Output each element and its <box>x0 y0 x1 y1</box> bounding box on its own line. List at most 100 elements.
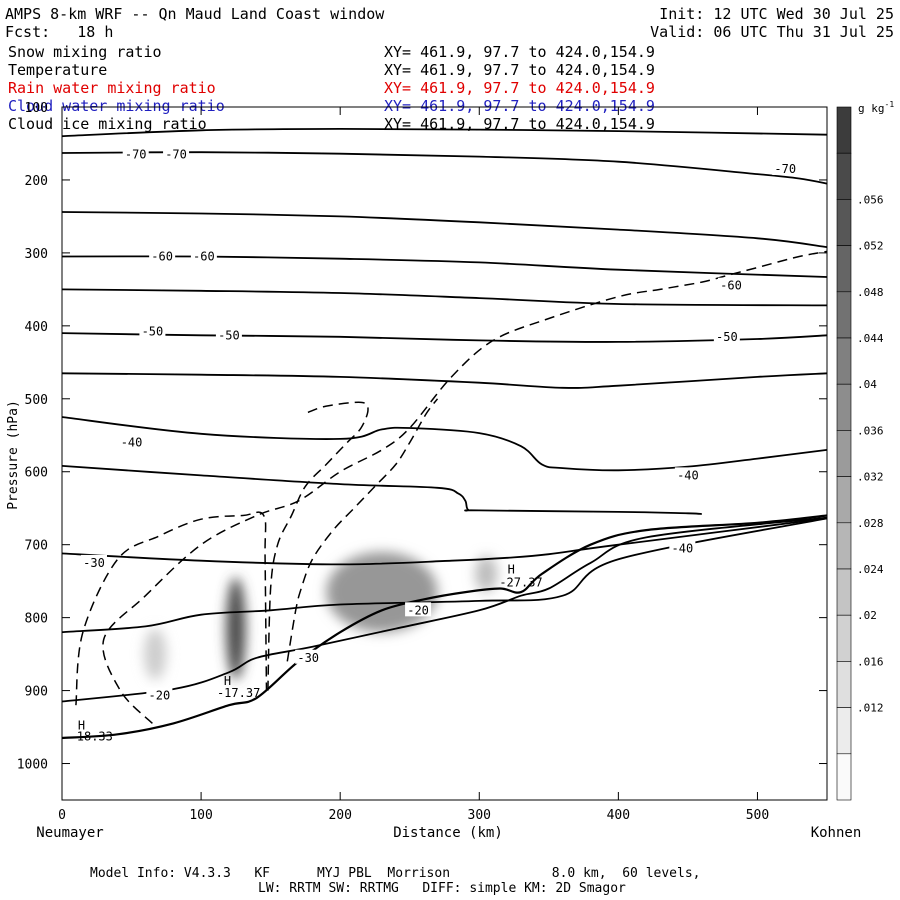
colorbar-swatch <box>836 199 852 246</box>
colorbar-swatch <box>836 476 852 524</box>
colorbar-tick-label: .016 <box>857 655 884 668</box>
snow-shade-blob <box>144 628 167 680</box>
colorbar-tick-label: .032 <box>857 471 884 484</box>
contour-label-bg <box>80 554 107 569</box>
legend-cloud-water: Cloud water mixing ratio <box>8 97 225 115</box>
x-tick-label: 400 <box>607 808 630 823</box>
temperature-contour-label: -30 <box>297 651 319 665</box>
isotherm-line <box>61 416 828 472</box>
legend-temperature-xy: XY= 461.9, 97.7 to 424.0,154.9 <box>384 61 655 79</box>
colorbar-swatch <box>836 753 852 801</box>
legend-cloud-ice: Cloud ice mixing ratio <box>8 115 207 133</box>
model-info-line1: Model Info: V4.3.3 KF MYJ PBL Morrison 8… <box>90 866 701 881</box>
colorbar-tick-label: .024 <box>857 563 884 576</box>
colorbar-tick-label: .056 <box>857 193 884 206</box>
temperature-contour-label: -60 <box>151 250 173 264</box>
valid-time: Valid: 06 UTC Thu 31 Jul 25 <box>650 23 894 41</box>
y-tick-label: 500 <box>25 393 48 408</box>
x-axis-label: Distance (km) <box>393 825 503 841</box>
legend-snow: Snow mixing ratio <box>8 43 162 61</box>
x-tick-label: 300 <box>468 808 491 823</box>
colorbar-tick-label: .036 <box>857 424 884 437</box>
contour-label-bg <box>405 602 432 617</box>
model-info-line2: LW: RRTM SW: RRTMG DIFF: simple KM: 2D S… <box>258 881 626 896</box>
extremum-value: -17.37 <box>217 686 260 700</box>
isotherm-line <box>61 465 702 515</box>
colorbar-swatch <box>836 568 852 616</box>
temperature-contour-label: -30 <box>83 556 105 570</box>
plot-frame <box>61 106 828 801</box>
cloud-ice-contour <box>102 250 828 724</box>
y-tick-label: 900 <box>25 685 48 700</box>
terrain-line <box>61 514 828 740</box>
cloud-ice-contour <box>286 398 439 662</box>
extremum-marker: H <box>78 719 85 733</box>
colorbar-swatch <box>836 152 852 200</box>
temperature-contour-label: -20 <box>407 603 429 617</box>
colorbar-unit: g kg-1 <box>858 100 894 115</box>
contour-label-bg <box>674 467 701 482</box>
temperature-contour-label: -60 <box>720 279 742 293</box>
colorbar-swatch <box>836 522 852 570</box>
legend-cloud-ice-xy: XY= 461.9, 97.7 to 424.0,154.9 <box>384 115 655 133</box>
contour-label-bg <box>190 248 217 263</box>
snow-shade-blob <box>475 555 498 593</box>
contour-label-bg <box>295 649 322 664</box>
isotherm-line <box>61 372 828 389</box>
isotherm-line <box>61 151 828 185</box>
legend-snow-xy: XY= 461.9, 97.7 to 424.0,154.9 <box>384 43 655 61</box>
colorbar-tick-label: .04 <box>857 378 877 391</box>
extremum-value: -18.33 <box>70 730 113 744</box>
y-tick-label: 200 <box>25 174 48 189</box>
colorbar-swatch <box>836 106 852 154</box>
y-axis-label: Pressure (hPa) <box>6 400 21 510</box>
contour-label-bg <box>139 323 166 338</box>
isotherm-line <box>61 255 828 278</box>
y-tick-label: 600 <box>25 466 48 481</box>
temperature-contour-label: -70 <box>165 147 187 161</box>
y-tick-label: 400 <box>25 320 48 335</box>
forecast-hour: Fcst: 18 h <box>5 23 114 41</box>
isotherm-line <box>61 517 828 634</box>
y-tick-label: 700 <box>25 539 48 554</box>
colorbar-swatch <box>836 383 852 431</box>
isotherm-line <box>61 127 828 138</box>
contour-label-bg <box>122 146 149 161</box>
contour-label-bg <box>149 248 176 263</box>
contour-label-bg <box>215 327 242 342</box>
temperature-contour-label: -40 <box>672 541 694 555</box>
contour-label-bg <box>713 328 740 343</box>
isotherm-line <box>61 288 828 307</box>
contour-label-bg <box>669 540 696 555</box>
contour-label-bg <box>772 161 799 176</box>
colorbar-tick-label: .048 <box>857 286 884 299</box>
colorbar-tick-label: .012 <box>857 702 884 715</box>
isotherm-line <box>61 211 828 248</box>
legend-rain-xy: XY= 461.9, 97.7 to 424.0,154.9 <box>384 79 655 97</box>
contour-label-bg <box>118 434 145 449</box>
legend-rain: Rain water mixing ratio <box>8 79 216 97</box>
contour-label-bg <box>163 146 190 161</box>
colorbar-swatch <box>836 430 852 477</box>
cloud-ice-contour <box>75 511 268 706</box>
temperature-contour-label: -40 <box>121 436 143 450</box>
colorbar-tick-label: .052 <box>857 240 884 253</box>
init-time: Init: 12 UTC Wed 30 Jul 25 <box>659 5 894 23</box>
colorbar-tick-label: .044 <box>857 332 884 345</box>
colorbar-swatch <box>836 614 852 662</box>
isotherm-line <box>61 332 828 343</box>
temperature-contour-label: -60 <box>193 250 215 264</box>
extremum-marker: H <box>508 562 515 576</box>
isotherm-line <box>61 516 828 703</box>
colorbar-tick-label: .02 <box>857 609 877 622</box>
y-tick-label: 300 <box>25 247 48 262</box>
temperature-contour-label: -70 <box>774 162 796 176</box>
colorbar-tick-label: .028 <box>857 517 884 530</box>
temperature-contour-label: -40 <box>677 468 699 482</box>
colorbar-swatch <box>836 245 852 293</box>
colorbar-swatch <box>836 291 852 339</box>
temperature-contour-label: -50 <box>218 328 240 342</box>
y-tick-label: 800 <box>25 612 48 627</box>
colorbar-swatch <box>836 707 852 755</box>
